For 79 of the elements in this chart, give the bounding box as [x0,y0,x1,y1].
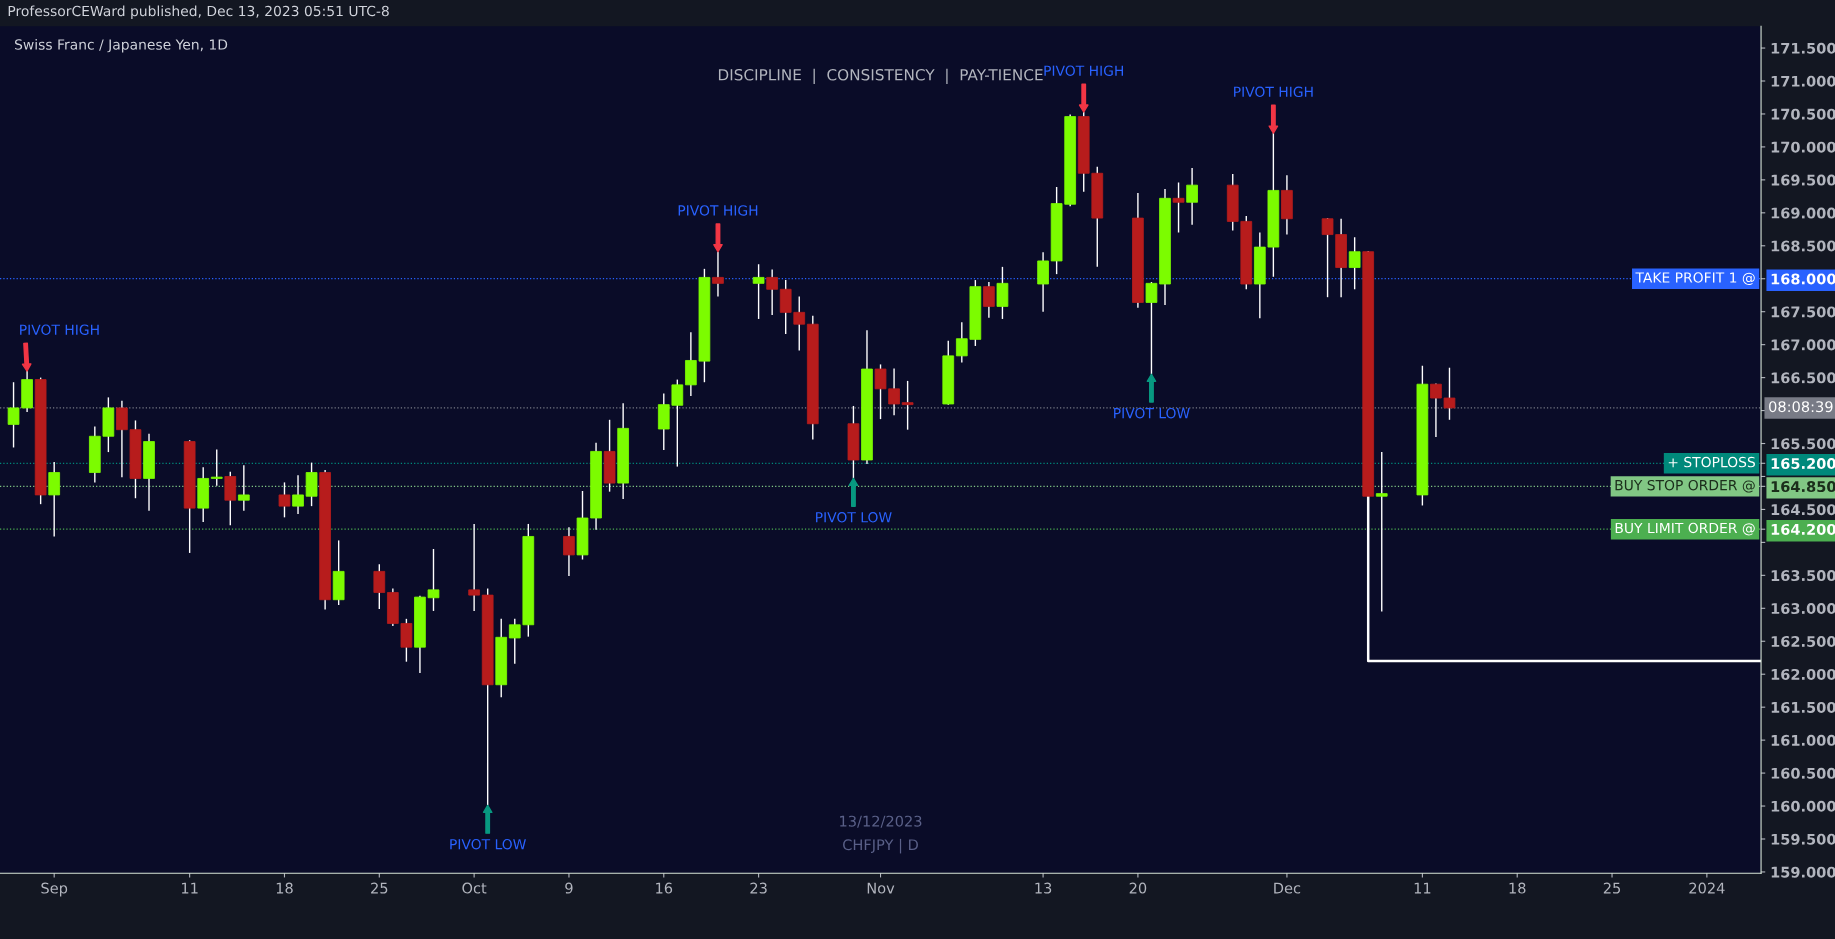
y-tick-label: 171.500 [1771,42,1835,54]
candlestick [224,471,237,526]
x-tick-label: 25 [1603,882,1621,894]
annotation: PIVOT HIGH [678,205,758,216]
annotation: PIVOT LOW [1114,407,1190,419]
x-tick-label: Oct [462,882,487,894]
candlestick [1375,451,1388,613]
y-tick-label: 168.500 [1771,240,1835,252]
y-tick-label: 163.000 [1771,603,1835,615]
annotation: PIVOT LOW [816,512,892,523]
candlestick [210,448,223,487]
candlestick [278,481,291,519]
ref-line-label: BUY STOP ORDER @ [1615,479,1755,493]
ref-line-label: BUY LIMIT ORDER @ [1615,522,1755,536]
annotation: PIVOT HIGH [20,324,99,335]
y-tick-label: 169.500 [1771,174,1835,186]
y-tick-label: 166.500 [1771,372,1835,384]
text: ProfessorCEWard published, Dec 13, 2023 05:51 UTC-8 [8,5,389,19]
y-tick-label: 161.000 [1771,734,1835,746]
candlestick [983,281,995,319]
y-tick-label: 162.000 [1771,668,1835,680]
candlestick [48,461,61,538]
candlestick [292,474,304,515]
text: DISCIPLINE | CONSISTENCY | PAY-TIENCE [718,68,1043,84]
y-tick-label: 167.000 [1771,339,1835,351]
x-tick-label: 18 [276,882,293,894]
candlestick [766,268,778,316]
x-tick-label: 20 [1129,882,1147,894]
candlestick [1172,181,1185,234]
x-tick-label: 2024 [1689,882,1725,894]
y-tick-label: 159.500 [1771,833,1835,845]
candlestick [752,263,765,320]
candlestick [1037,251,1049,313]
candlestick [901,380,914,431]
candlestick [563,526,575,577]
y-tick-label: 168.000 [1771,273,1835,285]
y-tick-label: 167.500 [1771,306,1835,318]
x-tick-label: Dec [1274,882,1301,894]
y-tick-label: 165.200 [1771,458,1835,470]
annotation: PIVOT HIGH [1234,86,1313,98]
y-tick-label: 164.850 [1771,481,1835,493]
annotation: PIVOT HIGH [1044,65,1124,76]
candlestick [1186,167,1198,226]
x-tick-label: Nov [867,882,895,894]
y-tick-label: 164.200 [1771,523,1835,535]
x-tick-label: 9 [565,882,573,894]
ref-line-label: TAKE PROFIT 1 @ [1635,272,1755,285]
text: Swiss Franc / Japanese Yen, 1D [15,39,228,53]
annotation: PIVOT LOW [450,838,526,850]
candlestick [1348,236,1361,290]
y-tick-label: 160.500 [1771,767,1835,779]
x-tick-label: 11 [1414,882,1431,894]
y-tick-label: 162.500 [1771,635,1835,648]
candlestick [238,464,250,512]
x-tick-label: 11 [181,882,198,894]
y-tick-label: 171.000 [1771,75,1835,87]
candlestick [373,563,386,610]
y-tick-label: 160.000 [1771,800,1835,812]
x-tick-label: 25 [371,882,388,894]
x-tick-label: 18 [1509,882,1526,894]
y-tick-label: 163.500 [1771,570,1835,582]
x-tick-label: 16 [656,882,673,894]
y-tick-label: 169.000 [1771,207,1835,219]
y-tick-label: 170.000 [1771,141,1835,153]
candlestick [996,266,1009,320]
y-tick-label: 165.500 [1771,438,1835,450]
annotation: 08:08:39 [1769,401,1833,413]
annotation: CHFJPY | D [843,838,918,854]
candlestick [468,523,480,612]
y-tick-label: 159.000 [1771,866,1835,878]
candlestick [305,461,318,507]
annotation: 13/12/2023 [840,815,922,828]
x-tick-label: 13 [1035,882,1052,894]
x-tick-label: 23 [750,882,767,894]
x-tick-label: Sep [41,882,68,897]
y-tick-label: 164.500 [1771,504,1835,516]
ref-line-label: + STOPLOSS [1668,456,1755,468]
y-tick-label: 161.500 [1771,701,1835,713]
y-tick-label: 170.500 [1771,108,1835,120]
